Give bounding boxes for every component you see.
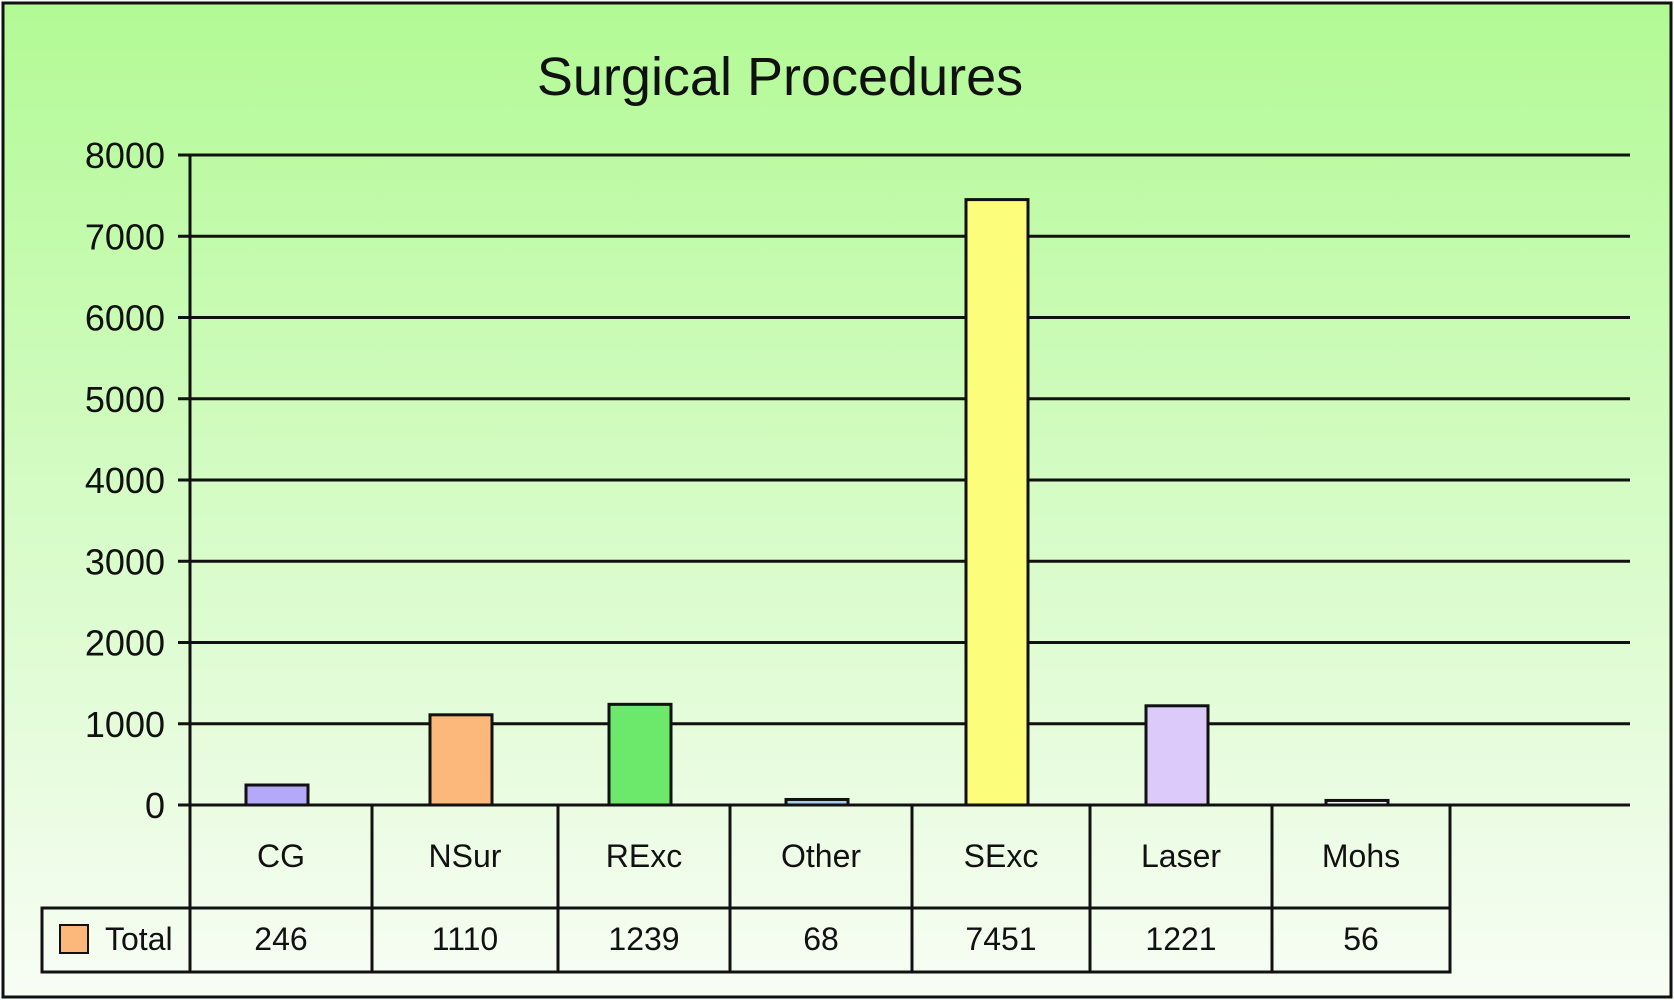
x-category-label: RExc: [606, 838, 682, 874]
y-tick-label: 3000: [85, 541, 165, 582]
y-tick-label: 8000: [85, 135, 165, 176]
data-table: CG 246 NSur 1110 RExc 1239 Other 68 SExc 7451 Lase…: [40, 803, 1452, 974]
bar-laser: [1144, 704, 1210, 807]
y-tick-label: 5000: [85, 379, 165, 420]
x-category-label: Other: [781, 838, 861, 874]
data-table-value: 1239: [608, 921, 679, 957]
data-table-value: 7451: [965, 921, 1036, 957]
y-axis-ticks: 0 1000 2000 3000 4000 5000 6000 7000 8000: [85, 135, 165, 826]
y-tick-label: 4000: [85, 460, 165, 501]
x-category-label: CG: [257, 838, 305, 874]
x-category-label: Mohs: [1322, 838, 1400, 874]
legend-swatch-total: [59, 924, 89, 954]
x-category-label: Laser: [1141, 838, 1221, 874]
x-category-label: NSur: [429, 838, 502, 874]
legend-label-total: Total: [105, 921, 173, 957]
y-tick-label: 1000: [85, 704, 165, 745]
y-tick-label: 6000: [85, 298, 165, 339]
x-category-label: SExc: [964, 838, 1039, 874]
y-tick-label: 0: [145, 785, 165, 826]
data-table-value: 1110: [432, 921, 498, 957]
data-table-value: 68: [803, 921, 839, 957]
legend: Total: [59, 921, 173, 957]
chart-title: Surgical Procedures: [537, 47, 1023, 107]
bar-nsur: [428, 713, 494, 807]
bar-sexc: [964, 198, 1030, 807]
bar-rexc: [607, 702, 673, 807]
y-tick-label: 7000: [85, 216, 165, 257]
data-table-value: 56: [1343, 921, 1379, 957]
bar-cg: [244, 783, 310, 807]
y-tick-label: 2000: [85, 623, 165, 664]
data-table-value: 246: [254, 921, 307, 957]
bars: [244, 198, 1390, 807]
data-table-value: 1221: [1145, 921, 1216, 957]
